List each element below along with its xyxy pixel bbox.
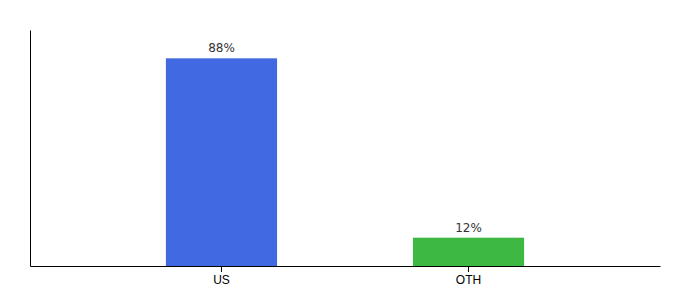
plot: US OTH 88% 12% [31, 31, 661, 287]
y-axis [30, 31, 31, 267]
x-axis: US OTH [31, 266, 661, 287]
data-labels: 88% 12% [208, 41, 482, 234]
data-label: 12% [455, 221, 482, 235]
x-tick: OTH [456, 266, 481, 287]
x-tick-label: OTH [456, 273, 481, 287]
x-tick-mark [221, 266, 222, 272]
bar [413, 238, 524, 266]
x-tick-label: US [213, 273, 230, 287]
y-axis-line [30, 31, 31, 267]
x-tick-mark [468, 266, 469, 272]
x-tick: US [213, 266, 230, 287]
x-axis-line [31, 266, 661, 267]
bar [166, 58, 277, 266]
bars [166, 58, 524, 266]
chart: US OTH 88% 12% [0, 0, 680, 300]
data-label: 88% [208, 41, 235, 55]
